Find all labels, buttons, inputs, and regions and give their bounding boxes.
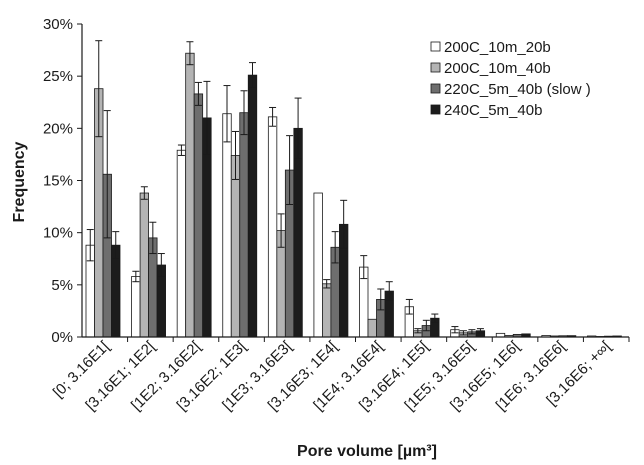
bar [367,318,377,338]
y-tick-label: 5% [51,277,73,294]
bar [193,93,204,338]
legend-label: 240C_5m_40b [444,102,542,119]
bar [222,113,232,338]
y-axis-title: Frequency [11,141,28,222]
y-axis-ticks: 0% 5% 10% 15% 20% 25% 30% [43,16,82,346]
legend-swatch [430,83,441,94]
bar [139,192,149,338]
bar [267,116,278,338]
legend-label: 200C_10m_40b [444,60,551,77]
y-tick-label: 0% [51,329,73,346]
bar [239,112,249,338]
bar [230,155,241,338]
bar [247,74,258,338]
legend-swatch [430,62,441,73]
bar [293,127,303,338]
y-tick-label: 25% [43,68,73,85]
y-tick-label: 20% [43,120,73,137]
bar [185,52,195,338]
y-tick-label: 10% [43,225,73,242]
legend: 200C_10m_20b 200C_10m_40b 220C_5m_40b (slo… [430,39,591,119]
bar [313,192,323,338]
x-axis-ticks: [0; 3.16E1[[3.16E1; 1E2[[1E2; 3.16E2[[3.… [50,337,630,414]
bar [322,283,332,338]
bar [176,149,187,338]
x-axis-title: Pore volume [µm³] [297,443,437,460]
legend-swatch [430,104,441,115]
legend-label: 220C_5m_40b (slow ) [444,81,591,98]
y-tick-label: 30% [43,16,73,33]
bar [131,276,141,338]
legend-swatch [430,41,441,52]
bar-group [85,52,622,338]
error-bars [86,40,484,336]
y-tick-label: 15% [43,173,73,190]
legend-label: 200C_10m_20b [444,39,551,56]
